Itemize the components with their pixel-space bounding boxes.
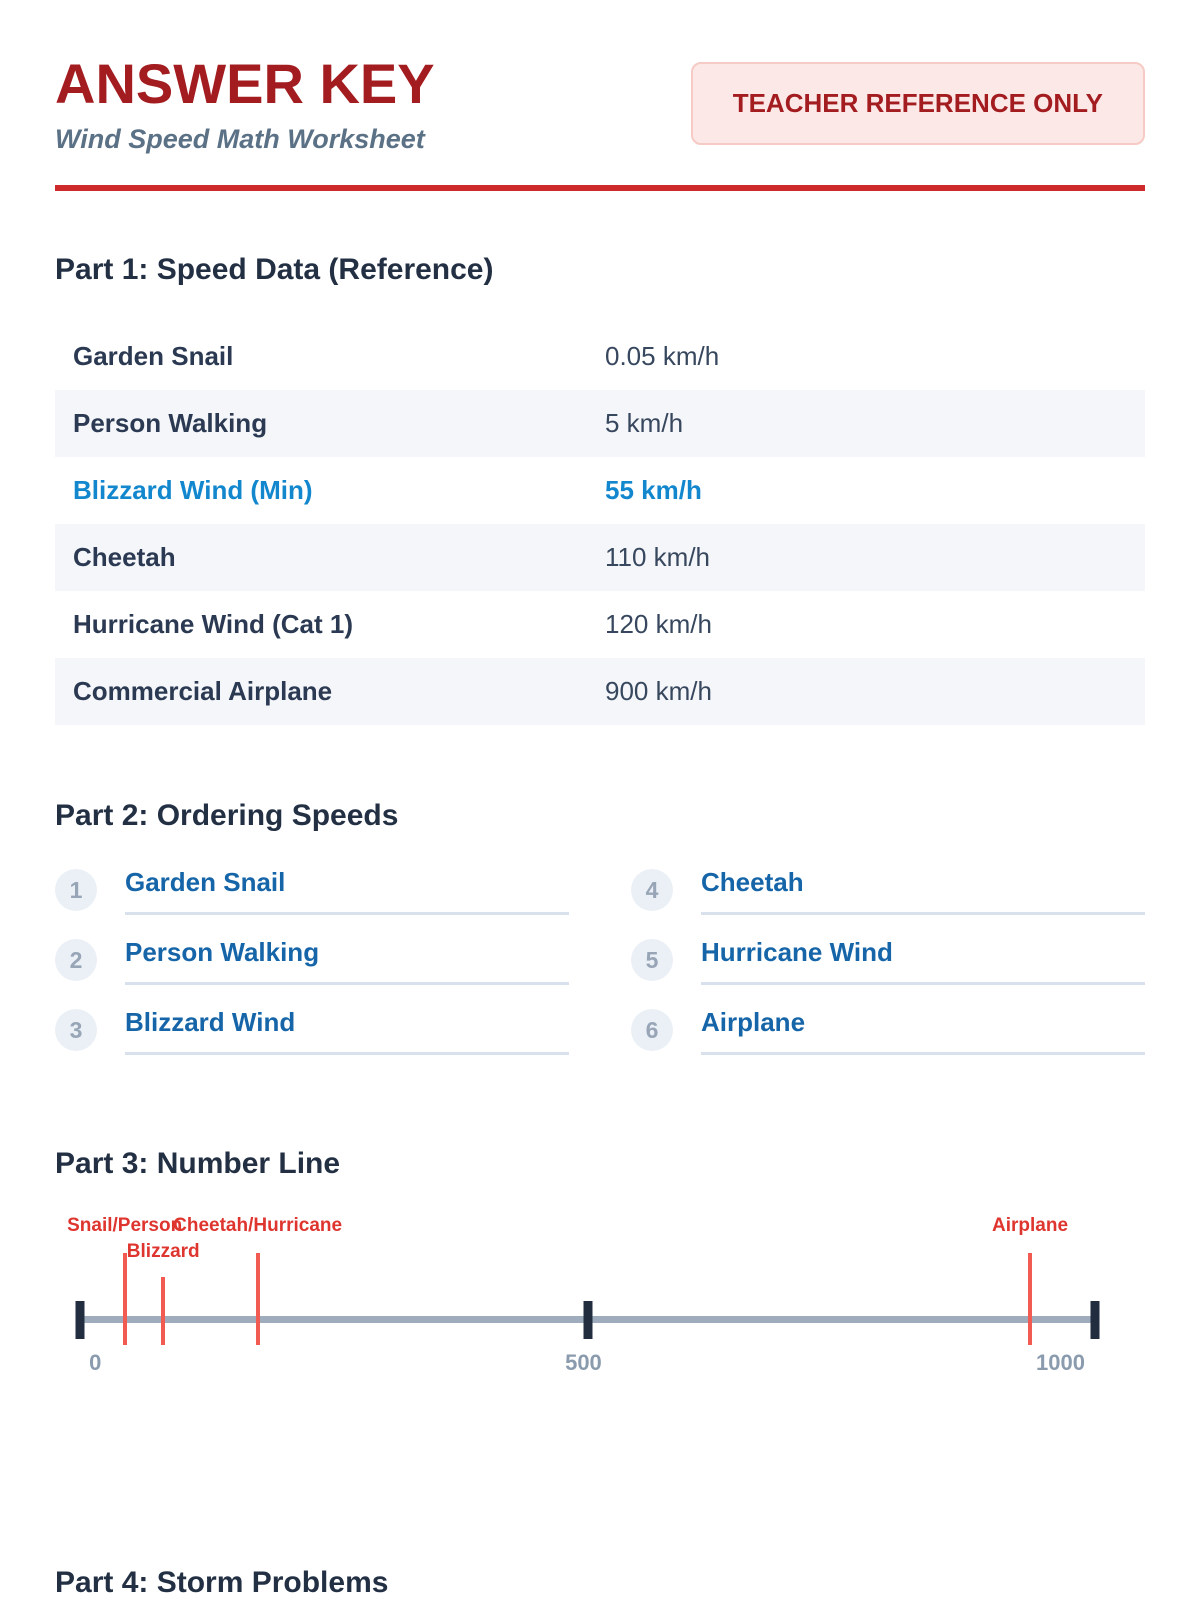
marker-line	[161, 1277, 166, 1345]
part2-heading: Part 2: Ordering Speeds	[55, 799, 399, 832]
speed-value: 110 km/h	[605, 542, 711, 572]
order-item: 4 Cheetah	[631, 867, 1145, 915]
speed-table: Garden Snail 0.05 km/h Person Walking 5 km/…	[55, 323, 1145, 725]
header-titles: ANSWER KEY Wind Speed Math Worksheet	[55, 56, 435, 155]
order-answer: Airplane	[701, 1007, 1145, 1055]
table-row: Person Walking 5 km/h	[55, 390, 1145, 457]
marker-line	[255, 1253, 260, 1345]
axis-tick-label: 500	[565, 1350, 602, 1375]
speed-label: Blizzard Wind (Min)	[73, 475, 313, 505]
speed-label: Person Walking	[73, 408, 268, 438]
order-item: 1 Garden Snail	[55, 867, 569, 915]
part1-section: Part 1: Speed Data (Reference) Garden Sn…	[55, 253, 1145, 725]
order-answer: Hurricane Wind	[701, 937, 1145, 985]
marker-line	[1028, 1253, 1033, 1345]
part3-heading: Part 3: Number Line	[55, 1147, 341, 1180]
axis-tick	[1090, 1301, 1100, 1339]
part1-heading: Part 1: Speed Data (Reference)	[55, 253, 494, 286]
order-number: 4	[631, 869, 673, 911]
speed-value: 55 km/h	[605, 475, 702, 505]
marker-line	[122, 1253, 127, 1345]
marker-label: Airplane	[992, 1215, 1069, 1236]
marker-label: Snail/Person	[67, 1215, 183, 1236]
order-number: 2	[55, 939, 97, 981]
axis-tick	[583, 1301, 592, 1339]
order-number: 1	[55, 869, 97, 911]
order-item: 2 Person Walking	[55, 937, 569, 985]
axis-tick	[75, 1301, 85, 1339]
table-row: Garden Snail 0.05 km/h	[55, 323, 1145, 390]
part3-section: Part 3: Number Line 0 500 1000 Snail/Person…	[55, 1147, 1145, 1380]
part2-section: Part 2: Ordering Speeds 1 Garden Snail 2 Pe…	[55, 799, 1145, 1077]
order-answer: Person Walking	[125, 937, 569, 985]
order-answer: Blizzard Wind	[125, 1007, 569, 1055]
ordering-column-right: 4 Cheetah 5 Hurricane Wind 6 Airplane	[631, 867, 1145, 1077]
order-answer: Garden Snail	[125, 867, 569, 915]
axis-tick-label: 1000	[1036, 1350, 1085, 1375]
speed-value: 0.05 km/h	[605, 341, 720, 371]
marker-label: Cheetah/Hurricane	[173, 1215, 343, 1236]
part4-heading: Part 4: Storm Problems	[55, 1566, 389, 1599]
header-divider	[55, 185, 1145, 191]
order-number: 5	[631, 939, 673, 981]
table-row: Cheetah 110 km/h	[55, 524, 1145, 591]
order-item: 6 Airplane	[631, 1007, 1145, 1055]
table-row: Hurricane Wind (Cat 1) 120 km/h	[55, 591, 1145, 658]
ordering-grid: 1 Garden Snail 2 Person Walking 3 Blizzard Wi…	[55, 867, 1145, 1077]
ordering-column-left: 1 Garden Snail 2 Person Walking 3 Blizzard Wi…	[55, 867, 569, 1077]
number-line: 0 500 1000 Snail/Person Blizzard Cheetah/Hurr…	[67, 1215, 1100, 1380]
order-number: 3	[55, 1009, 97, 1051]
page-title: ANSWER KEY	[55, 52, 435, 115]
speed-value: 5 km/h	[605, 408, 684, 438]
page-subtitle: Wind Speed Math Worksheet	[55, 124, 425, 154]
order-answer: Cheetah	[701, 867, 1145, 915]
marker-label: Blizzard	[126, 1241, 200, 1262]
table-row: Commercial Airplane 900 km/h	[55, 658, 1145, 725]
speed-label: Commercial Airplane	[73, 676, 333, 706]
speed-label: Hurricane Wind (Cat 1)	[73, 609, 354, 639]
part4-section: Part 4: Storm Problems	[55, 1566, 1145, 1600]
speed-value: 120 km/h	[605, 609, 712, 639]
header: ANSWER KEY Wind Speed Math Worksheet TEA…	[55, 56, 1145, 155]
axis-tick-label: 0	[89, 1350, 102, 1375]
speed-value: 900 km/h	[605, 676, 712, 706]
teacher-reference-badge: TEACHER REFERENCE ONLY	[690, 62, 1145, 145]
table-row: Blizzard Wind (Min) 55 km/h	[55, 457, 1145, 524]
speed-label: Garden Snail	[73, 341, 234, 371]
order-item: 3 Blizzard Wind	[55, 1007, 569, 1055]
order-item: 5 Hurricane Wind	[631, 937, 1145, 985]
speed-label: Cheetah	[73, 542, 176, 572]
order-number: 6	[631, 1009, 673, 1051]
